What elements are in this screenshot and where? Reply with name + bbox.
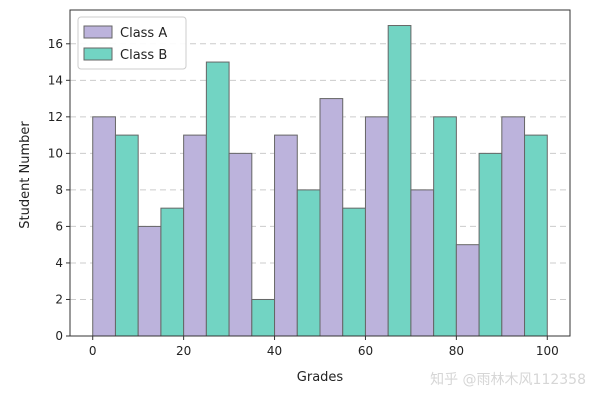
bar-class-a	[501, 116, 526, 337]
bar-class-a	[410, 189, 435, 337]
x-tick-label: 20	[176, 344, 191, 358]
y-tick-label: 16	[48, 37, 63, 51]
y-axis-label: Student Number	[18, 121, 33, 229]
bar-class-b	[251, 298, 276, 337]
bar-class-b	[342, 207, 366, 337]
x-tick-label: 100	[536, 344, 559, 358]
bars-group	[92, 25, 548, 337]
bar-class-b	[160, 207, 185, 337]
bar-class-a	[319, 98, 344, 337]
bar-class-b	[387, 25, 412, 337]
y-tick-label: 10	[48, 146, 63, 160]
bar-class-b	[114, 134, 139, 337]
bar-class-b	[524, 134, 548, 337]
bar-class-a	[455, 244, 480, 337]
x-tick-label: 80	[449, 344, 464, 358]
bar-class-b	[478, 152, 503, 337]
bar-class-a	[228, 152, 253, 337]
bar-class-b	[205, 61, 230, 337]
x-tick-label: 0	[89, 344, 97, 358]
x-axis-label: Grades	[297, 370, 344, 385]
x-tick-label: 40	[267, 344, 282, 358]
y-tick-label: 12	[48, 110, 63, 124]
bar-class-a	[137, 225, 162, 337]
watermark-text: 知乎 @雨林木风112358	[430, 371, 586, 388]
bar-class-a	[274, 134, 298, 337]
bar-class-a	[183, 134, 207, 337]
y-tick-label: 14	[48, 73, 63, 87]
y-tick-label: 0	[55, 329, 63, 343]
bar-class-a	[92, 116, 116, 337]
y-tick-label: 8	[55, 183, 63, 197]
bar-class-a	[364, 116, 389, 337]
x-tick-label: 60	[358, 344, 373, 358]
bar-class-b	[296, 189, 321, 337]
legend-label-class-a: Class A	[120, 26, 167, 41]
legend-swatch-class-a	[83, 25, 113, 39]
plot-frame	[69, 9, 571, 337]
bar-class-b	[433, 116, 457, 337]
legend-swatch-class-b	[83, 47, 113, 61]
y-tick-label: 2	[55, 292, 63, 306]
axis-ticks: 0 20 40 60 80 100 0 2 4 6 8 10 12 14 16	[48, 37, 559, 358]
y-tick-label: 4	[55, 256, 63, 270]
y-tick-label: 6	[55, 219, 63, 233]
legend: Class A Class B	[77, 16, 187, 70]
legend-label-class-b: Class B	[120, 48, 167, 63]
